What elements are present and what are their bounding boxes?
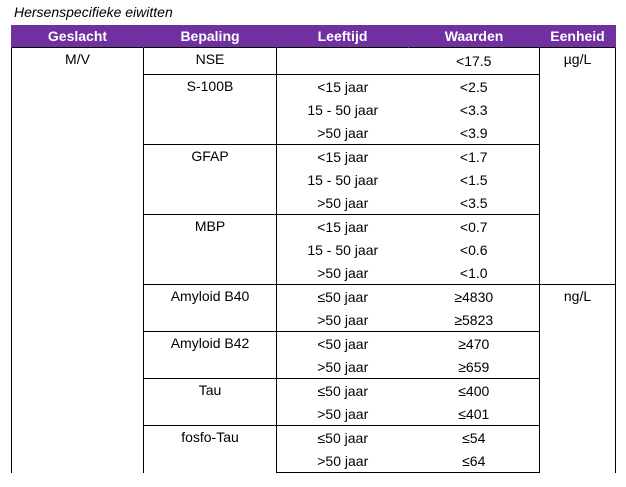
table-row: Amyloid B42 <50 jaar ≥470 — [12, 331, 616, 379]
waarde-cell: ≤400 — [408, 378, 540, 402]
leeftijd-cell: <15 jaar — [276, 144, 409, 168]
bepaling-cell: MBP — [143, 214, 277, 285]
table-row: >50 jaar <3.9 — [12, 121, 616, 145]
waarde-cell: ≤54 — [408, 425, 540, 449]
eenheid-cell: µg/L — [539, 47, 616, 285]
table-row: Tau ≤50 jaar ≤400 — [12, 378, 616, 426]
waarde-cell: ≤64 — [408, 449, 540, 473]
waarde-cell: ≥659 — [458, 358, 490, 375]
leeftijd-cell: >50 jaar — [317, 124, 369, 141]
leeftijd-cell: ≤50 jaar — [276, 284, 409, 308]
eenheid-cell: ng/L — [539, 284, 616, 473]
table-row: Amyloid B40 ≤50 jaar ≥4830 ng/L — [12, 284, 616, 473]
waarde-cell: ≥4830 — [408, 284, 540, 308]
waarde-cell: <3.9 — [459, 124, 488, 141]
bepaling-cell: Amyloid B42 — [143, 331, 277, 379]
waarde-cell: ≥5823 — [454, 311, 494, 328]
bepaling-cell: fosfo-Tau — [143, 425, 277, 473]
leeftijd-cell: 15 - 50 jaar — [307, 101, 379, 118]
table-body: M/V NSE <17.5 µg/L S-100B <15 jaar <2.5 15 - 50… — [11, 47, 616, 473]
waarde-cell: <0.7 — [408, 214, 540, 238]
header-waarden: Waarden — [408, 25, 540, 48]
leeftijd-cell: <15 jaar — [276, 214, 409, 238]
header-bepaling: Bepaling — [143, 25, 277, 48]
leeftijd-cell: >50 jaar — [276, 449, 409, 473]
header-geslacht: Geslacht — [11, 25, 144, 48]
waarde-cell: ≥470 — [408, 331, 540, 355]
table-row: 15 - 50 jaar <1.5 — [12, 168, 616, 191]
leeftijd-cell: >50 jaar — [317, 311, 369, 328]
header-eenheid: Eenheid — [539, 25, 616, 48]
leeftijd-cell: <15 jaar — [276, 74, 409, 98]
waarde-cell: <3.5 — [459, 194, 488, 211]
leeftijd-cell: >50 jaar — [317, 194, 369, 211]
geslacht-cell: M/V — [11, 47, 144, 473]
leeftijd-cell: >50 jaar — [317, 358, 369, 375]
waarde-cell: <0.6 — [459, 241, 488, 258]
leeftijd-cell: >50 jaar — [317, 264, 369, 281]
header-leeftijd: Leeftijd — [276, 25, 409, 48]
table-row: M/V NSE <17.5 µg/L — [11, 47, 616, 473]
leeftijd-cell: 15 - 50 jaar — [307, 171, 379, 188]
waarde-cell: ≤401 — [458, 405, 490, 422]
bepaling-cell: GFAP — [143, 144, 277, 215]
bepaling-cell: S-100B — [143, 74, 277, 145]
leeftijd-cell: ≤50 jaar — [276, 425, 409, 449]
waarde-cell: <1.7 — [408, 144, 540, 168]
table-header-row: Geslacht Bepaling Leeftijd Waarden Eenhe… — [11, 25, 616, 48]
leeftijd-cell: >50 jaar — [317, 405, 369, 422]
waarde-cell: <3.3 — [459, 101, 488, 118]
waarde-cell: <1.0 — [459, 264, 488, 281]
reference-values-table: Geslacht Bepaling Leeftijd Waarden Eenhe… — [11, 25, 616, 473]
table-row: 15 - 50 jaar <0.6 — [12, 238, 616, 261]
waarde-cell: <17.5 — [408, 47, 540, 75]
table-row: >50 jaar ≥659 — [12, 355, 616, 379]
table-row: >50 jaar ≥5823 — [12, 308, 616, 332]
leeftijd-cell: <50 jaar — [276, 331, 409, 355]
table-row: GFAP <15 jaar <1.7 — [12, 144, 616, 215]
leeftijd-cell: ≤50 jaar — [276, 378, 409, 402]
waarde-cell: <2.5 — [408, 74, 540, 98]
table-row: 15 - 50 jaar <3.3 — [12, 98, 616, 121]
leeftijd-cell — [276, 47, 409, 75]
table-row: S-100B <15 jaar <2.5 — [12, 74, 616, 145]
table-row: MBP <15 jaar <0.7 — [12, 214, 616, 285]
leeftijd-cell: 15 - 50 jaar — [307, 241, 379, 258]
table-row: >50 jaar ≤401 — [12, 402, 616, 426]
bepaling-cell: NSE — [143, 47, 277, 75]
table-row: >50 jaar ≤64 — [12, 449, 616, 473]
table-title: Hersenspecifieke eiwitten — [14, 4, 173, 20]
bepaling-cell: Amyloid B40 — [143, 284, 277, 332]
waarde-cell: <1.5 — [459, 171, 488, 188]
table-row: >50 jaar <3.5 — [12, 191, 616, 215]
table-row: >50 jaar <1.0 — [12, 261, 616, 285]
bepaling-cell: Tau — [143, 378, 277, 426]
table-row: fosfo-Tau ≤50 jaar ≤54 — [12, 425, 616, 473]
